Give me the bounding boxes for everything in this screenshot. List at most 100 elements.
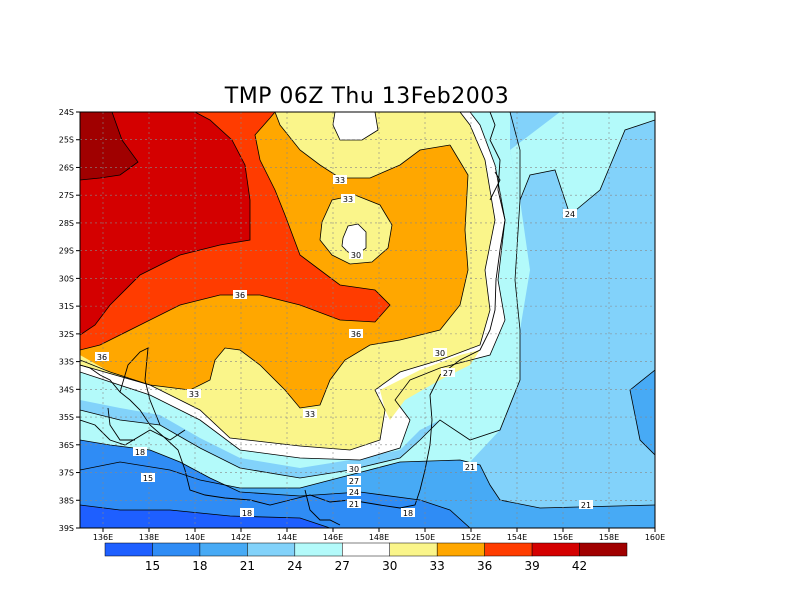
lat-tick-label: 32S bbox=[59, 330, 74, 339]
lat-tick-label: 35S bbox=[59, 413, 74, 422]
contour-value-label: 30 bbox=[433, 348, 447, 358]
region-above-42 bbox=[80, 112, 138, 180]
svg-text:33: 33 bbox=[343, 195, 353, 204]
lon-tick-label: 142E bbox=[231, 533, 251, 542]
lon-tick-label: 158E bbox=[599, 533, 619, 542]
contour-value-label: 30 bbox=[349, 250, 363, 260]
contour-value-label: 24 bbox=[347, 487, 361, 497]
contour-value-label: 24 bbox=[563, 209, 577, 219]
contour-value-label: 33 bbox=[187, 389, 201, 399]
longitude-axis: 136E 138E 140E 142E 144E 146E 148E 150E 152E 154E… bbox=[93, 528, 665, 542]
lat-tick-label: 28S bbox=[59, 219, 74, 228]
chart-title: TMP 06Z Thu 13Feb2003 bbox=[224, 84, 510, 109]
contour-labels: 33 33 30 36 36 36 33 33 30 27 24 21 21 18 18 15 18 30 27 24… bbox=[95, 175, 593, 518]
lat-tick-label: 27S bbox=[59, 191, 74, 200]
contour-value-label: 21 bbox=[347, 499, 361, 509]
svg-text:30: 30 bbox=[351, 251, 361, 260]
svg-text:18: 18 bbox=[135, 448, 145, 457]
lat-tick-label: 39S bbox=[59, 524, 74, 533]
colorbar-swatch bbox=[531, 542, 580, 557]
lon-tick-label: 150E bbox=[415, 533, 435, 542]
contour-value-label: 33 bbox=[341, 194, 355, 204]
contour-value-label: 36 bbox=[349, 329, 363, 339]
colorbar-label: 27 bbox=[335, 559, 350, 573]
colorbar-swatch bbox=[579, 542, 628, 557]
contour-value-label: 27 bbox=[347, 476, 361, 486]
lat-tick-label: 34S bbox=[59, 385, 74, 394]
lat-tick-label: 29S bbox=[59, 247, 74, 256]
region-15-18 bbox=[80, 440, 470, 528]
svg-text:18: 18 bbox=[403, 509, 413, 518]
colorbar-label: 39 bbox=[524, 559, 539, 573]
contour-value-label: 21 bbox=[463, 462, 477, 472]
contour-value-label: 36 bbox=[233, 290, 247, 300]
svg-text:27: 27 bbox=[443, 369, 453, 378]
latitude-axis: 24S 25S 26S 27S 28S 29S 30S 31S 32S 33S 34S 35S 36S 3… bbox=[59, 108, 80, 533]
contour-value-label: 36 bbox=[95, 352, 109, 362]
colorbar-swatch bbox=[199, 542, 248, 557]
colorbar-label: 36 bbox=[477, 559, 492, 573]
region-24-27 bbox=[420, 112, 655, 528]
svg-text:21: 21 bbox=[349, 500, 359, 509]
contour-value-label: 15 bbox=[141, 473, 155, 483]
lon-tick-label: 138E bbox=[139, 533, 159, 542]
lat-tick-label: 38S bbox=[59, 496, 74, 505]
lon-tick-label: 136E bbox=[93, 533, 113, 542]
colorbar-label: 24 bbox=[287, 559, 302, 573]
colorbar-swatch bbox=[484, 542, 533, 557]
lat-tick-label: 25S bbox=[59, 136, 74, 145]
colorbar-swatch bbox=[436, 542, 485, 557]
lon-tick-label: 160E bbox=[645, 533, 665, 542]
lat-tick-label: 30S bbox=[59, 274, 74, 283]
lon-tick-label: 144E bbox=[277, 533, 297, 542]
lat-tick-label: 31S bbox=[59, 302, 74, 311]
svg-text:21: 21 bbox=[581, 501, 591, 510]
colorbar-label: 21 bbox=[240, 559, 255, 573]
lat-tick-label: 37S bbox=[59, 469, 74, 478]
lat-tick-label: 36S bbox=[59, 441, 74, 450]
colorbar-swatch bbox=[104, 542, 153, 557]
svg-text:18: 18 bbox=[242, 509, 252, 518]
region-24-27-north bbox=[510, 112, 655, 215]
svg-text:24: 24 bbox=[349, 488, 359, 497]
lon-tick-label: 156E bbox=[553, 533, 573, 542]
colorbar: 15 18 21 24 27 30 33 36 39 42 bbox=[104, 542, 628, 573]
svg-text:36: 36 bbox=[351, 330, 361, 339]
lon-tick-label: 146E bbox=[323, 533, 343, 542]
filled-contours bbox=[80, 112, 655, 528]
svg-text:36: 36 bbox=[235, 291, 245, 300]
svg-text:30: 30 bbox=[435, 349, 445, 358]
svg-text:33: 33 bbox=[305, 410, 315, 419]
lat-tick-label: 26S bbox=[59, 163, 74, 172]
colorbar-swatch bbox=[389, 542, 438, 557]
contour-lines bbox=[80, 112, 655, 528]
colorbar-label: 15 bbox=[145, 559, 160, 573]
contour-value-label: 33 bbox=[303, 409, 317, 419]
svg-text:33: 33 bbox=[189, 390, 199, 399]
lon-tick-label: 148E bbox=[369, 533, 389, 542]
contour-value-label: 27 bbox=[441, 368, 455, 378]
svg-text:15: 15 bbox=[143, 474, 153, 483]
colorbar-swatch bbox=[247, 542, 296, 557]
colorbar-label: 33 bbox=[430, 559, 445, 573]
svg-text:21: 21 bbox=[465, 463, 475, 472]
lat-tick-label: 24S bbox=[59, 108, 74, 117]
lon-tick-label: 152E bbox=[461, 533, 481, 542]
lat-tick-label: 33S bbox=[59, 358, 74, 367]
svg-text:33: 33 bbox=[335, 176, 345, 185]
region-18-21-east bbox=[630, 370, 655, 455]
region-yellow-wedge bbox=[380, 350, 480, 420]
svg-text:36: 36 bbox=[97, 353, 107, 362]
region-below-15 bbox=[80, 505, 330, 528]
contour-value-label: 18 bbox=[401, 508, 415, 518]
colorbar-label: 30 bbox=[382, 559, 397, 573]
contour-value-label: 21 bbox=[579, 500, 593, 510]
region-21-24-coast bbox=[80, 400, 440, 478]
contour-value-label: 18 bbox=[133, 447, 147, 457]
contour-value-label: 33 bbox=[333, 175, 347, 185]
plot-frame bbox=[79, 111, 656, 529]
colorbar-label: 42 bbox=[572, 559, 587, 573]
colorbar-swatch bbox=[294, 542, 343, 557]
svg-text:30: 30 bbox=[349, 465, 359, 474]
